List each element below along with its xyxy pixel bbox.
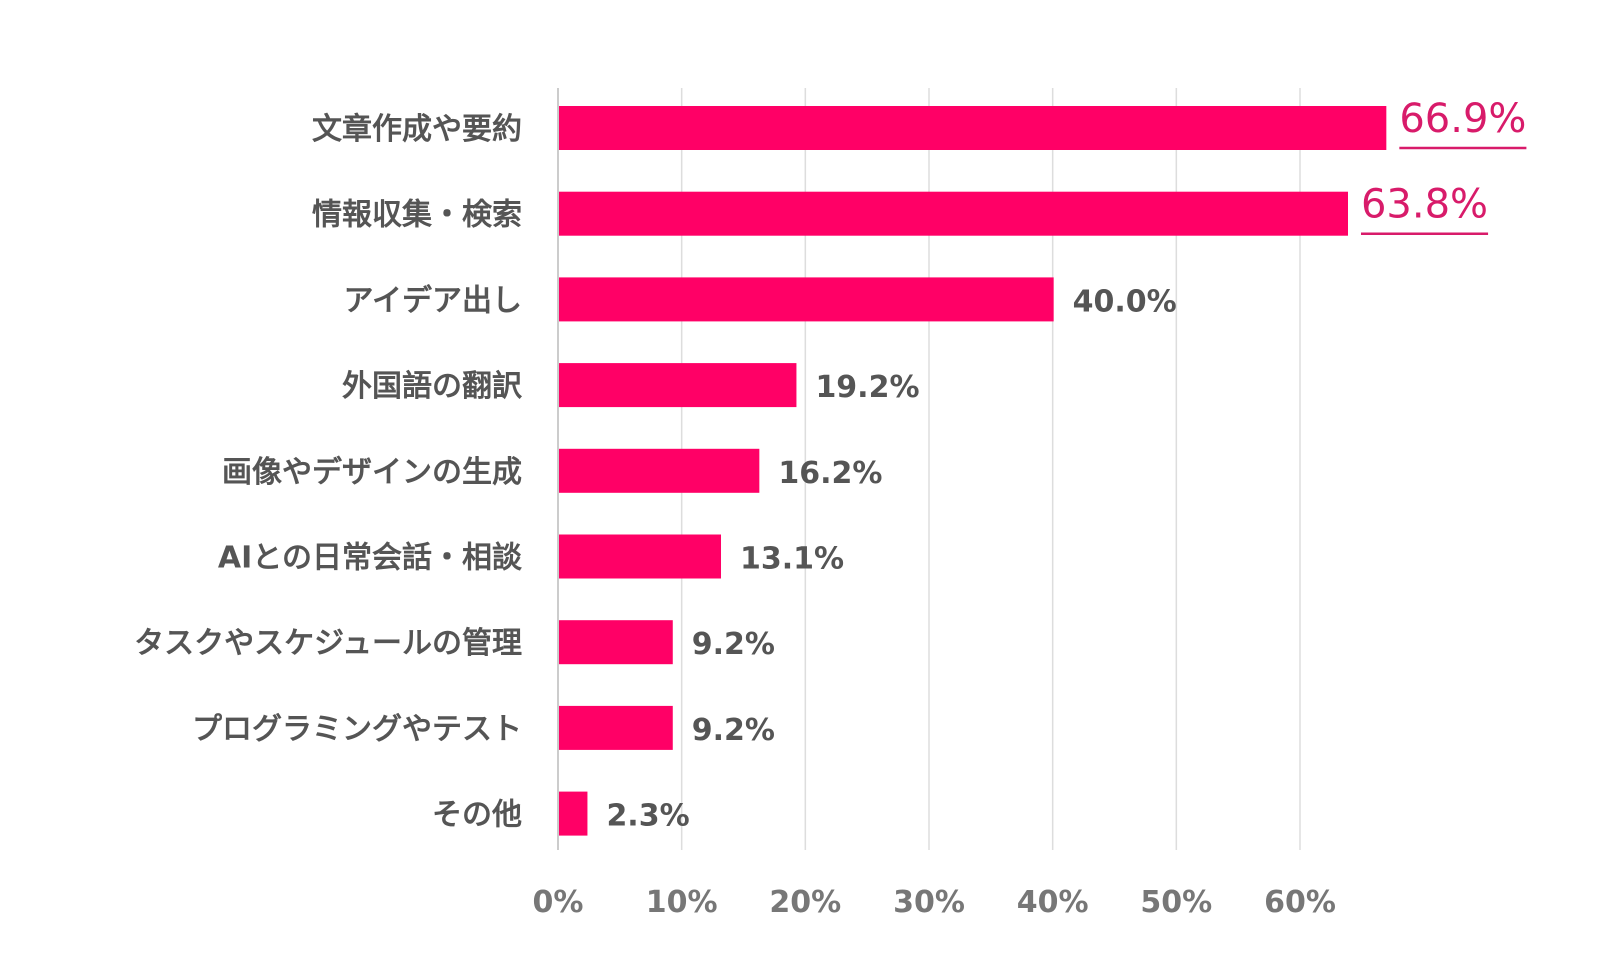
value-label: 2.3% — [606, 799, 689, 834]
bar — [559, 106, 1387, 150]
bar — [559, 620, 673, 665]
value-label: 13.1% — [740, 542, 844, 577]
bar — [559, 791, 588, 836]
category-label: タスクやスケジュールの管理 — [134, 626, 522, 661]
bar — [559, 363, 797, 408]
value-label: 9.2% — [692, 713, 775, 748]
category-label: 画像やデザインの生成 — [222, 455, 522, 490]
value-label-highlight: 63.8% — [1361, 182, 1488, 228]
category-label: 文章作成や要約 — [312, 112, 522, 147]
bar — [559, 448, 760, 493]
value-label: 19.2% — [815, 370, 919, 405]
x-tick-label: 40% — [1017, 885, 1089, 920]
category-label: その他 — [432, 798, 522, 833]
x-tick-label: 10% — [646, 885, 718, 920]
x-tick-label: 20% — [769, 885, 841, 920]
category-label: プログラミングやテスト — [192, 712, 522, 747]
category-label: 情報収集・検索 — [312, 198, 522, 233]
bar — [559, 277, 1054, 322]
x-tick-label: 30% — [893, 885, 965, 920]
value-label: 9.2% — [692, 627, 775, 662]
value-label-highlight: 66.9% — [1399, 96, 1526, 142]
x-tick-label: 0% — [533, 885, 584, 920]
value-label: 16.2% — [778, 456, 882, 491]
category-label: アイデア出し — [344, 283, 523, 318]
bar — [559, 191, 1348, 236]
category-label: AIとの日常会話・相談 — [218, 541, 523, 576]
bar — [559, 534, 722, 579]
x-tick-label: 50% — [1140, 885, 1212, 920]
value-label: 40.0% — [1073, 284, 1177, 319]
x-tick-label: 60% — [1264, 885, 1336, 920]
category-label: 外国語の翻訳 — [342, 369, 523, 404]
bar — [559, 705, 673, 750]
